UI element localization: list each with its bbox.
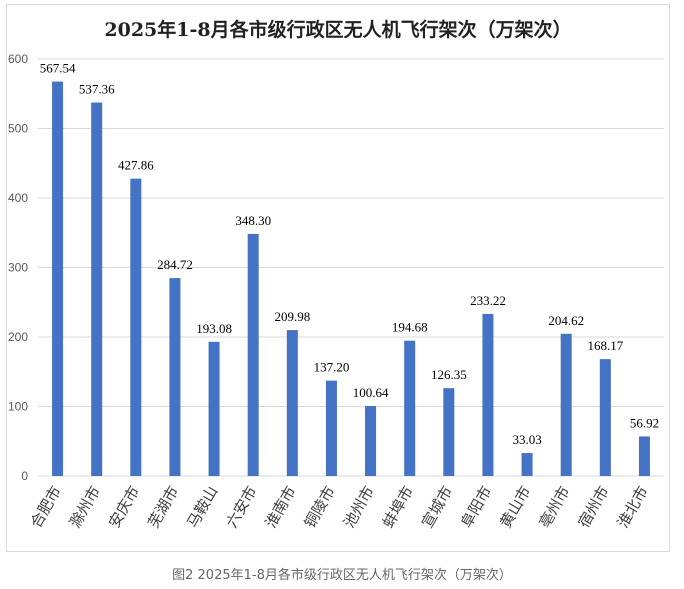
category-label: 六安市: [223, 483, 261, 531]
y-tick-label: 600: [8, 52, 28, 66]
bar: [638, 436, 650, 476]
category-label: 淮北市: [614, 483, 652, 531]
bars: [52, 81, 650, 477]
category-label: 马鞍山: [183, 483, 221, 531]
bar: [560, 333, 572, 476]
figure-caption: 图2 2025年1-8月各市级行政区无人机飞行架次（万架次）: [172, 568, 512, 583]
category-label: 黄山市: [496, 483, 534, 531]
data-label: 168.17: [587, 338, 623, 353]
y-tick-label: 0: [21, 469, 28, 483]
data-label: 567.54: [40, 61, 76, 76]
bar: [208, 341, 220, 476]
bar: [130, 178, 142, 476]
data-label: 194.68: [392, 320, 428, 335]
data-label: 427.86: [118, 158, 154, 173]
category-label: 宣城市: [418, 483, 456, 531]
category-label: 池州市: [340, 483, 378, 531]
bar: [482, 313, 494, 476]
bar: [599, 359, 611, 476]
data-label: 204.62: [548, 313, 584, 328]
data-label: 284.72: [157, 257, 193, 272]
bar: [443, 388, 455, 476]
category-label: 亳州市: [536, 483, 574, 531]
category-label: 蚌埠市: [379, 483, 417, 531]
bar: [169, 278, 181, 476]
data-label: 537.36: [79, 82, 115, 97]
category-label: 阜阳市: [457, 483, 495, 531]
data-label: 126.35: [431, 367, 467, 382]
data-label: 193.08: [196, 321, 232, 336]
data-label: 100.64: [353, 385, 389, 400]
category-label: 滁州市: [66, 483, 104, 531]
chart-title: 2025年1-8月各市级行政区无人机飞行架次（万架次）: [104, 19, 572, 41]
data-label: 33.03: [512, 432, 541, 447]
chart-frame: 2025年1-8月各市级行政区无人机飞行架次（万架次）: [6, 4, 670, 552]
grid-lines: [38, 58, 664, 477]
bar: [286, 330, 298, 476]
data-label: 209.98: [274, 309, 310, 324]
data-label: 233.22: [470, 293, 506, 308]
y-tick-label: 400: [8, 191, 28, 205]
bar: [52, 81, 64, 477]
category-label: 合肥市: [27, 483, 65, 531]
data-label: 137.20: [314, 360, 350, 375]
y-tick-label: 200: [8, 330, 28, 344]
category-label: 安庆市: [105, 483, 143, 531]
data-label: 348.30: [235, 213, 271, 228]
bar: [91, 102, 103, 477]
y-tick-label: 300: [8, 261, 28, 275]
data-label: 56.92: [630, 415, 659, 430]
bar: [521, 453, 533, 476]
bar: [365, 406, 377, 476]
bar: [247, 233, 259, 476]
y-tick-label: 500: [8, 122, 28, 136]
category-label: 淮南市: [262, 483, 300, 531]
bar: [325, 380, 337, 476]
y-tick-label: 100: [8, 400, 28, 414]
y-axis-ticks: 0 100 200 300 400 500 600: [8, 52, 28, 483]
category-label: 芜湖市: [144, 483, 182, 531]
category-label: 宿州市: [575, 483, 613, 531]
category-labels: 合肥市 滁州市 安庆市 芜湖市 马鞍山 六安市 淮南市 铜陵市 池州市 蚌埠市 宣城市 阜阳市 黄山市亳…: [27, 483, 652, 531]
category-label: 铜陵市: [301, 483, 339, 531]
bar: [404, 340, 416, 476]
